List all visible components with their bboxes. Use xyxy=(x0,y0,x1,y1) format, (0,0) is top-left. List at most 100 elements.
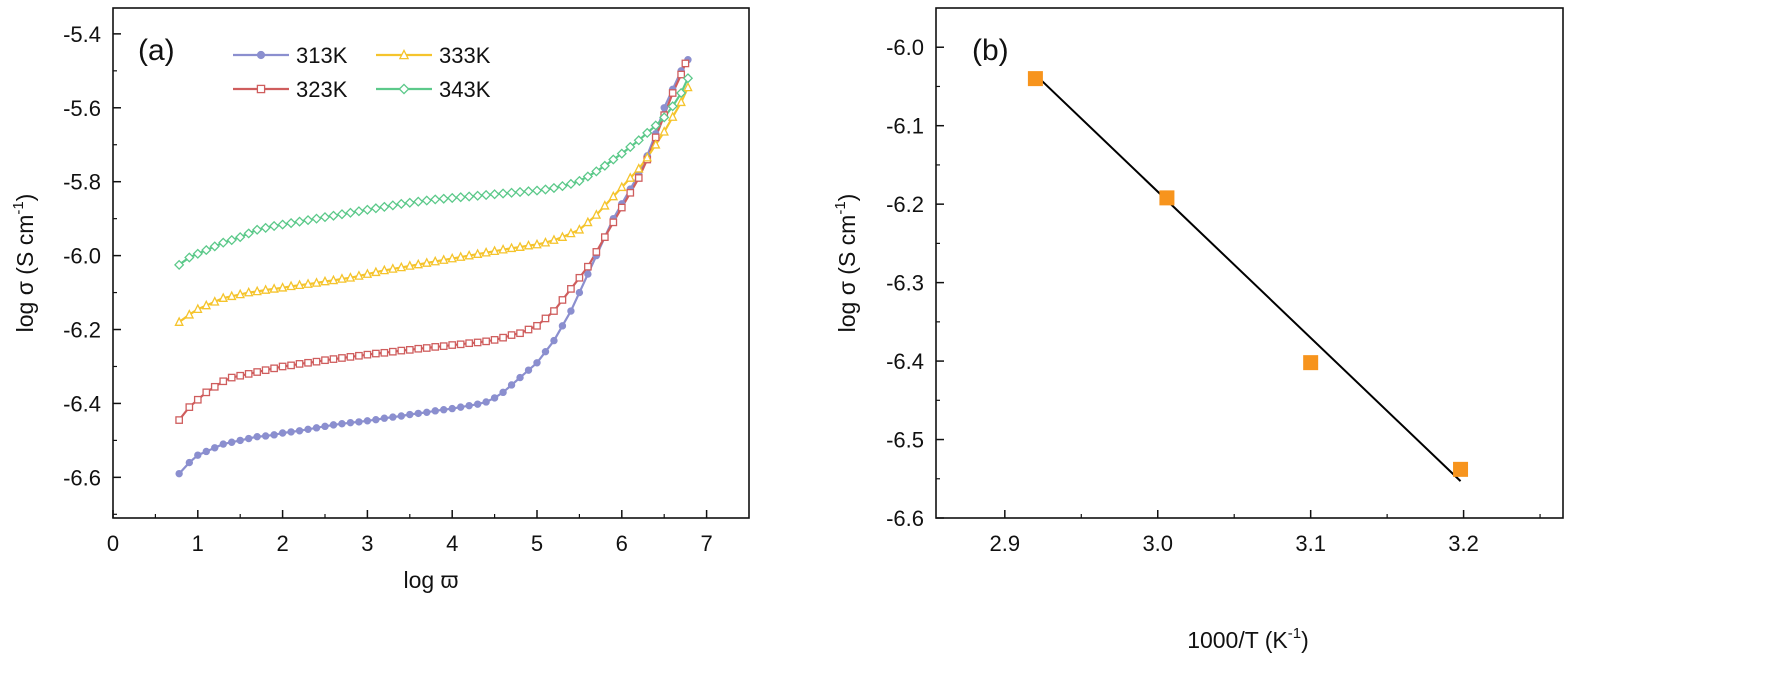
y-tick-label: -6.2 xyxy=(63,318,101,343)
data-point-313K xyxy=(270,431,278,439)
data-point-343K xyxy=(336,209,348,220)
data-point-323K xyxy=(592,248,601,256)
data-point-333K xyxy=(252,285,262,296)
y-tick-label: -6.0 xyxy=(63,244,101,269)
data-point-323K xyxy=(677,70,686,79)
data-point-333K xyxy=(591,209,602,219)
data-point-313K xyxy=(465,401,473,410)
data-point-343K xyxy=(667,101,678,112)
data-point-323K xyxy=(278,362,287,371)
data-point-323K xyxy=(261,366,270,375)
data-point-333K xyxy=(667,111,678,121)
data-point-323K xyxy=(567,285,575,293)
data-point-333K xyxy=(328,274,339,285)
data-point-323K xyxy=(338,354,346,362)
data-point-313K xyxy=(202,447,210,456)
data-point-313K xyxy=(397,412,406,420)
data-point-333K xyxy=(489,245,500,256)
data-point-343K xyxy=(430,194,441,205)
data-point-343K xyxy=(616,148,627,159)
x-tick-label: 1 xyxy=(192,531,204,556)
data-point-323K xyxy=(422,344,431,352)
data-point-313K xyxy=(338,420,346,428)
data-point-333K xyxy=(438,254,449,264)
data-point-333K xyxy=(498,244,508,254)
x-tick-label: 0 xyxy=(107,531,119,556)
chart-panel-b: 2.9 3.0 3.1 3.2 -6.6 -6.5 -6.4 -6.3 -6.2 -6.1 -6.0… xyxy=(832,7,1564,653)
y-tick-label: -5.6 xyxy=(63,96,101,121)
data-point-343K xyxy=(497,188,509,199)
data-point-313K xyxy=(440,406,448,414)
y-axis-title-b-close: ) xyxy=(834,194,860,202)
data-point-333K xyxy=(235,288,245,299)
data-point-313K xyxy=(389,413,397,421)
data-point-313K xyxy=(550,336,558,345)
y-axis-title-b-sup: -1 xyxy=(832,201,849,214)
data-point-333K xyxy=(396,261,407,272)
data-point-313K xyxy=(558,322,567,330)
data-point-323K xyxy=(219,377,228,386)
y-tick-label: -6.3 xyxy=(886,271,924,296)
data-point-323K xyxy=(558,296,567,304)
data-point-323K xyxy=(516,329,524,338)
y-tick-label: -6.2 xyxy=(886,192,924,217)
data-point-313K xyxy=(329,421,338,429)
data-point-313K xyxy=(516,373,524,382)
data-point-323K xyxy=(202,388,211,397)
data-point-333K xyxy=(405,260,415,270)
data-point-313K xyxy=(507,381,516,389)
data-point-343K xyxy=(531,185,543,196)
data-point-343K xyxy=(447,192,458,204)
data-point-313K xyxy=(287,428,295,436)
data-point-343K xyxy=(591,166,602,177)
data-point-313K xyxy=(372,415,380,424)
data-point-333K xyxy=(566,227,576,238)
series-line-323K xyxy=(178,63,687,421)
data-point-333K xyxy=(422,257,432,267)
data-point-323K xyxy=(236,371,245,380)
data-point-313K xyxy=(244,434,253,443)
data-point-333K xyxy=(320,275,330,286)
data-point-343K xyxy=(192,248,203,259)
y-tick-label: -6.4 xyxy=(63,391,101,416)
data-point-343K xyxy=(421,195,432,206)
x-axis-title-b-close: ) xyxy=(1301,627,1309,653)
data-point-313K xyxy=(321,422,329,431)
data-point-333K xyxy=(634,163,644,173)
data-point-313K xyxy=(355,418,363,426)
x-tick-label: 3.0 xyxy=(1142,531,1173,556)
data-point-343K xyxy=(472,190,483,201)
data-point-313K xyxy=(660,104,668,112)
legend-marker-343K xyxy=(398,83,410,95)
data-point-343K xyxy=(682,73,694,84)
data-point-343K xyxy=(218,237,229,248)
data-point-343K xyxy=(455,192,466,203)
data-point-323K xyxy=(270,364,278,373)
data-point-343K xyxy=(523,186,534,197)
data-point-313K xyxy=(406,410,414,419)
data-point-333K xyxy=(379,264,390,275)
data-point-323K xyxy=(329,355,338,363)
data-point-323K xyxy=(448,341,457,349)
legend-label-343K: 343K xyxy=(439,77,491,102)
data-point-323K xyxy=(473,338,482,347)
x-tick-label: 3 xyxy=(361,531,373,556)
data-point xyxy=(1159,190,1175,206)
panel-label-b: (b) xyxy=(972,34,1009,67)
data-point-313K xyxy=(499,388,507,397)
data-point-343K xyxy=(243,228,254,239)
data-point-333K xyxy=(201,299,212,310)
data-point-333K xyxy=(184,309,195,319)
data-point-343K xyxy=(659,112,670,123)
data-point-343K xyxy=(582,171,593,182)
y-tick-label: -6.6 xyxy=(886,506,924,531)
y-tick-label: -6.0 xyxy=(886,35,924,60)
data-point-313K xyxy=(490,394,499,402)
data-point-343K xyxy=(311,213,322,224)
data-point-323K xyxy=(465,339,474,348)
data-point-313K xyxy=(431,407,439,415)
data-point-323K xyxy=(405,345,414,354)
data-point-343K xyxy=(489,189,500,200)
data-point-323K xyxy=(388,347,397,356)
